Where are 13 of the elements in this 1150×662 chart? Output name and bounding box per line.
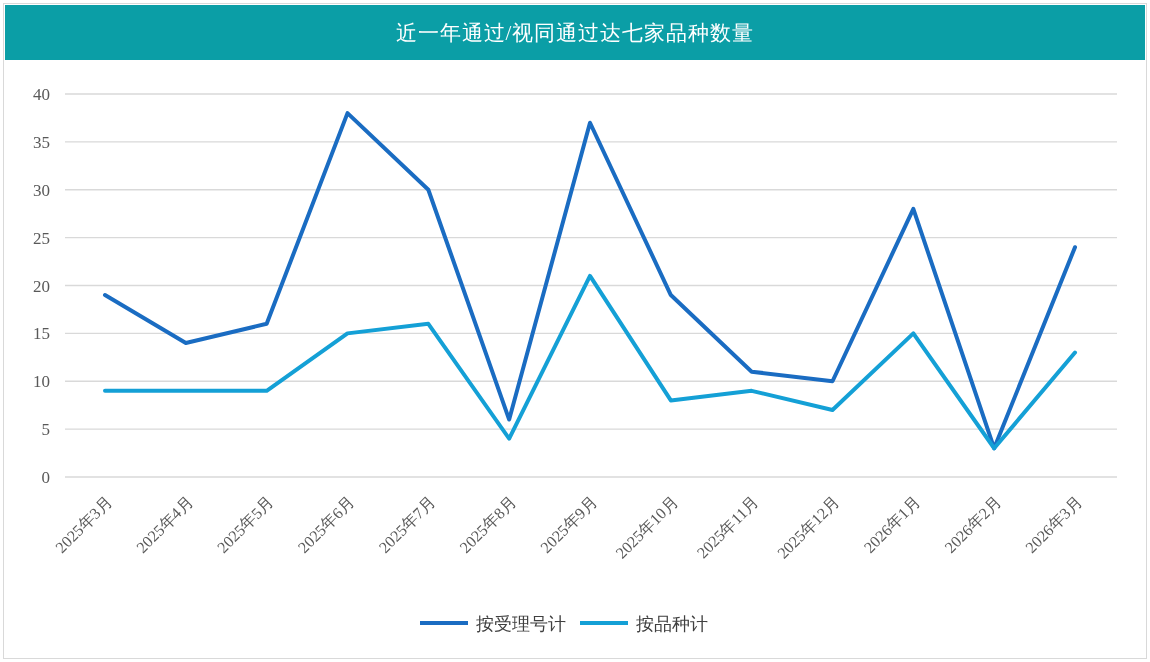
legend-label: 按受理号计 <box>476 614 566 634</box>
legend-label: 按品种计 <box>636 614 708 634</box>
y-tick-label: 0 <box>41 468 50 487</box>
y-tick-label: 40 <box>33 85 50 104</box>
y-tick-label: 25 <box>33 228 50 248</box>
chart-title: 近一年通过/视同通过达七家品种数量 <box>395 21 755 45</box>
y-tick-label: 10 <box>33 372 50 392</box>
y-tick-label: 20 <box>33 276 50 296</box>
line-series <box>103 273 1077 451</box>
y-tick-label: 5 <box>41 420 50 440</box>
y-tick-label: 15 <box>33 324 50 344</box>
y-tick-label: 35 <box>33 132 50 152</box>
y-tick-label: 30 <box>33 180 50 200</box>
